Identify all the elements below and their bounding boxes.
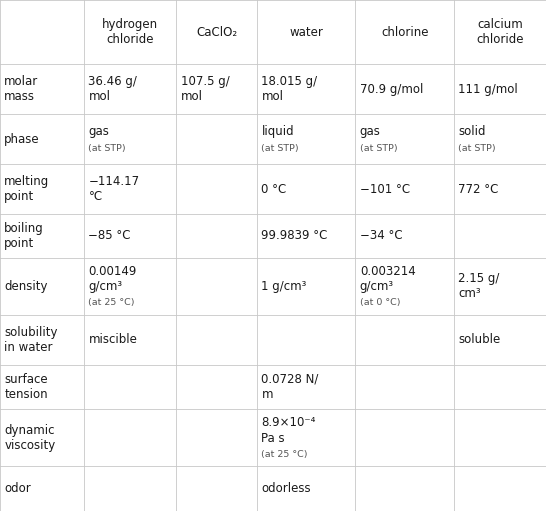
Text: water: water: [289, 26, 323, 38]
Text: 18.015 g/
mol: 18.015 g/ mol: [262, 75, 318, 103]
Text: density: density: [4, 280, 48, 293]
Text: (at 25 °C): (at 25 °C): [262, 450, 308, 459]
Text: −101 °C: −101 °C: [360, 182, 410, 196]
Text: (at 25 °C): (at 25 °C): [88, 298, 135, 307]
Text: (at STP): (at STP): [458, 144, 496, 153]
Text: (at STP): (at STP): [88, 144, 126, 153]
Text: (at STP): (at STP): [360, 144, 397, 153]
Text: solubility
in water: solubility in water: [4, 326, 58, 354]
Text: (at STP): (at STP): [262, 144, 299, 153]
Text: −34 °C: −34 °C: [360, 229, 402, 242]
Text: surface
tension: surface tension: [4, 373, 48, 401]
Text: 8.9×10⁻⁴
Pa s: 8.9×10⁻⁴ Pa s: [262, 416, 316, 445]
Text: 0.0728 N/
m: 0.0728 N/ m: [262, 373, 319, 401]
Text: 2.15 g/
cm³: 2.15 g/ cm³: [458, 272, 500, 300]
Text: 0.003214
g/cm³: 0.003214 g/cm³: [360, 265, 416, 293]
Text: miscible: miscible: [88, 333, 137, 346]
Text: 111 g/mol: 111 g/mol: [458, 83, 518, 96]
Text: 36.46 g/
mol: 36.46 g/ mol: [88, 75, 137, 103]
Text: 772 °C: 772 °C: [458, 182, 498, 196]
Text: molar
mass: molar mass: [4, 75, 39, 103]
Text: 70.9 g/mol: 70.9 g/mol: [360, 83, 423, 96]
Text: calcium
chloride: calcium chloride: [476, 18, 524, 47]
Text: −85 °C: −85 °C: [88, 229, 131, 242]
Text: (at 0 °C): (at 0 °C): [360, 298, 400, 307]
Text: 107.5 g/
mol: 107.5 g/ mol: [181, 75, 229, 103]
Text: 0 °C: 0 °C: [262, 182, 287, 196]
Text: gas: gas: [88, 125, 109, 138]
Text: 1 g/cm³: 1 g/cm³: [262, 280, 307, 293]
Text: dynamic
viscosity: dynamic viscosity: [4, 424, 56, 452]
Text: liquid: liquid: [262, 125, 294, 138]
Text: odorless: odorless: [262, 482, 311, 495]
Text: soluble: soluble: [458, 333, 501, 346]
Text: solid: solid: [458, 125, 486, 138]
Text: phase: phase: [4, 133, 40, 146]
Text: 0.00149
g/cm³: 0.00149 g/cm³: [88, 265, 137, 293]
Text: melting
point: melting point: [4, 175, 50, 203]
Text: 99.9839 °C: 99.9839 °C: [262, 229, 328, 242]
Text: boiling
point: boiling point: [4, 222, 44, 250]
Text: −114.17
°C: −114.17 °C: [88, 175, 140, 203]
Text: odor: odor: [4, 482, 31, 495]
Text: hydrogen
chloride: hydrogen chloride: [102, 18, 158, 47]
Text: CaClO₂: CaClO₂: [196, 26, 237, 38]
Text: chlorine: chlorine: [381, 26, 429, 38]
Text: gas: gas: [360, 125, 381, 138]
